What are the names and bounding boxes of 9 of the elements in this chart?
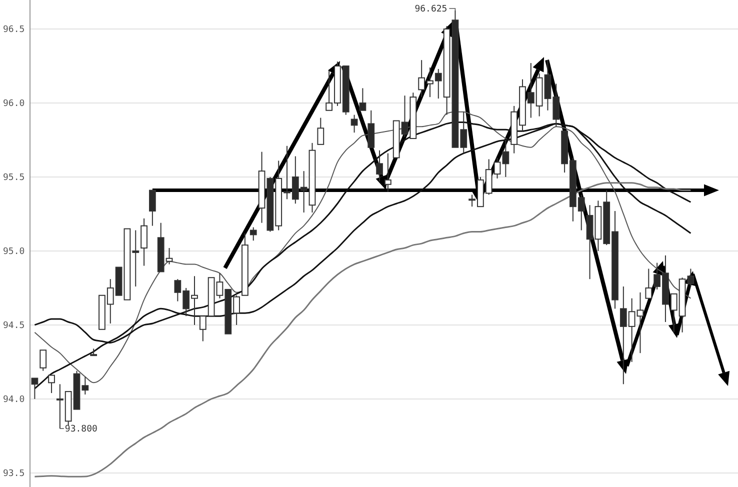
y-tick-label: 95.0 (3, 247, 25, 258)
y-tick-label: 94.0 (3, 395, 25, 406)
y-tick-label: 93.5 (3, 469, 25, 480)
y-tick-label: 94.5 (3, 321, 25, 332)
annotation: 93.800 (64, 424, 98, 435)
annotation: 96.625 (414, 4, 448, 15)
y-tick-label: 96.0 (3, 99, 25, 110)
y-tick-label: 96.5 (3, 25, 25, 36)
y-tick-label: 95.5 (3, 173, 25, 184)
